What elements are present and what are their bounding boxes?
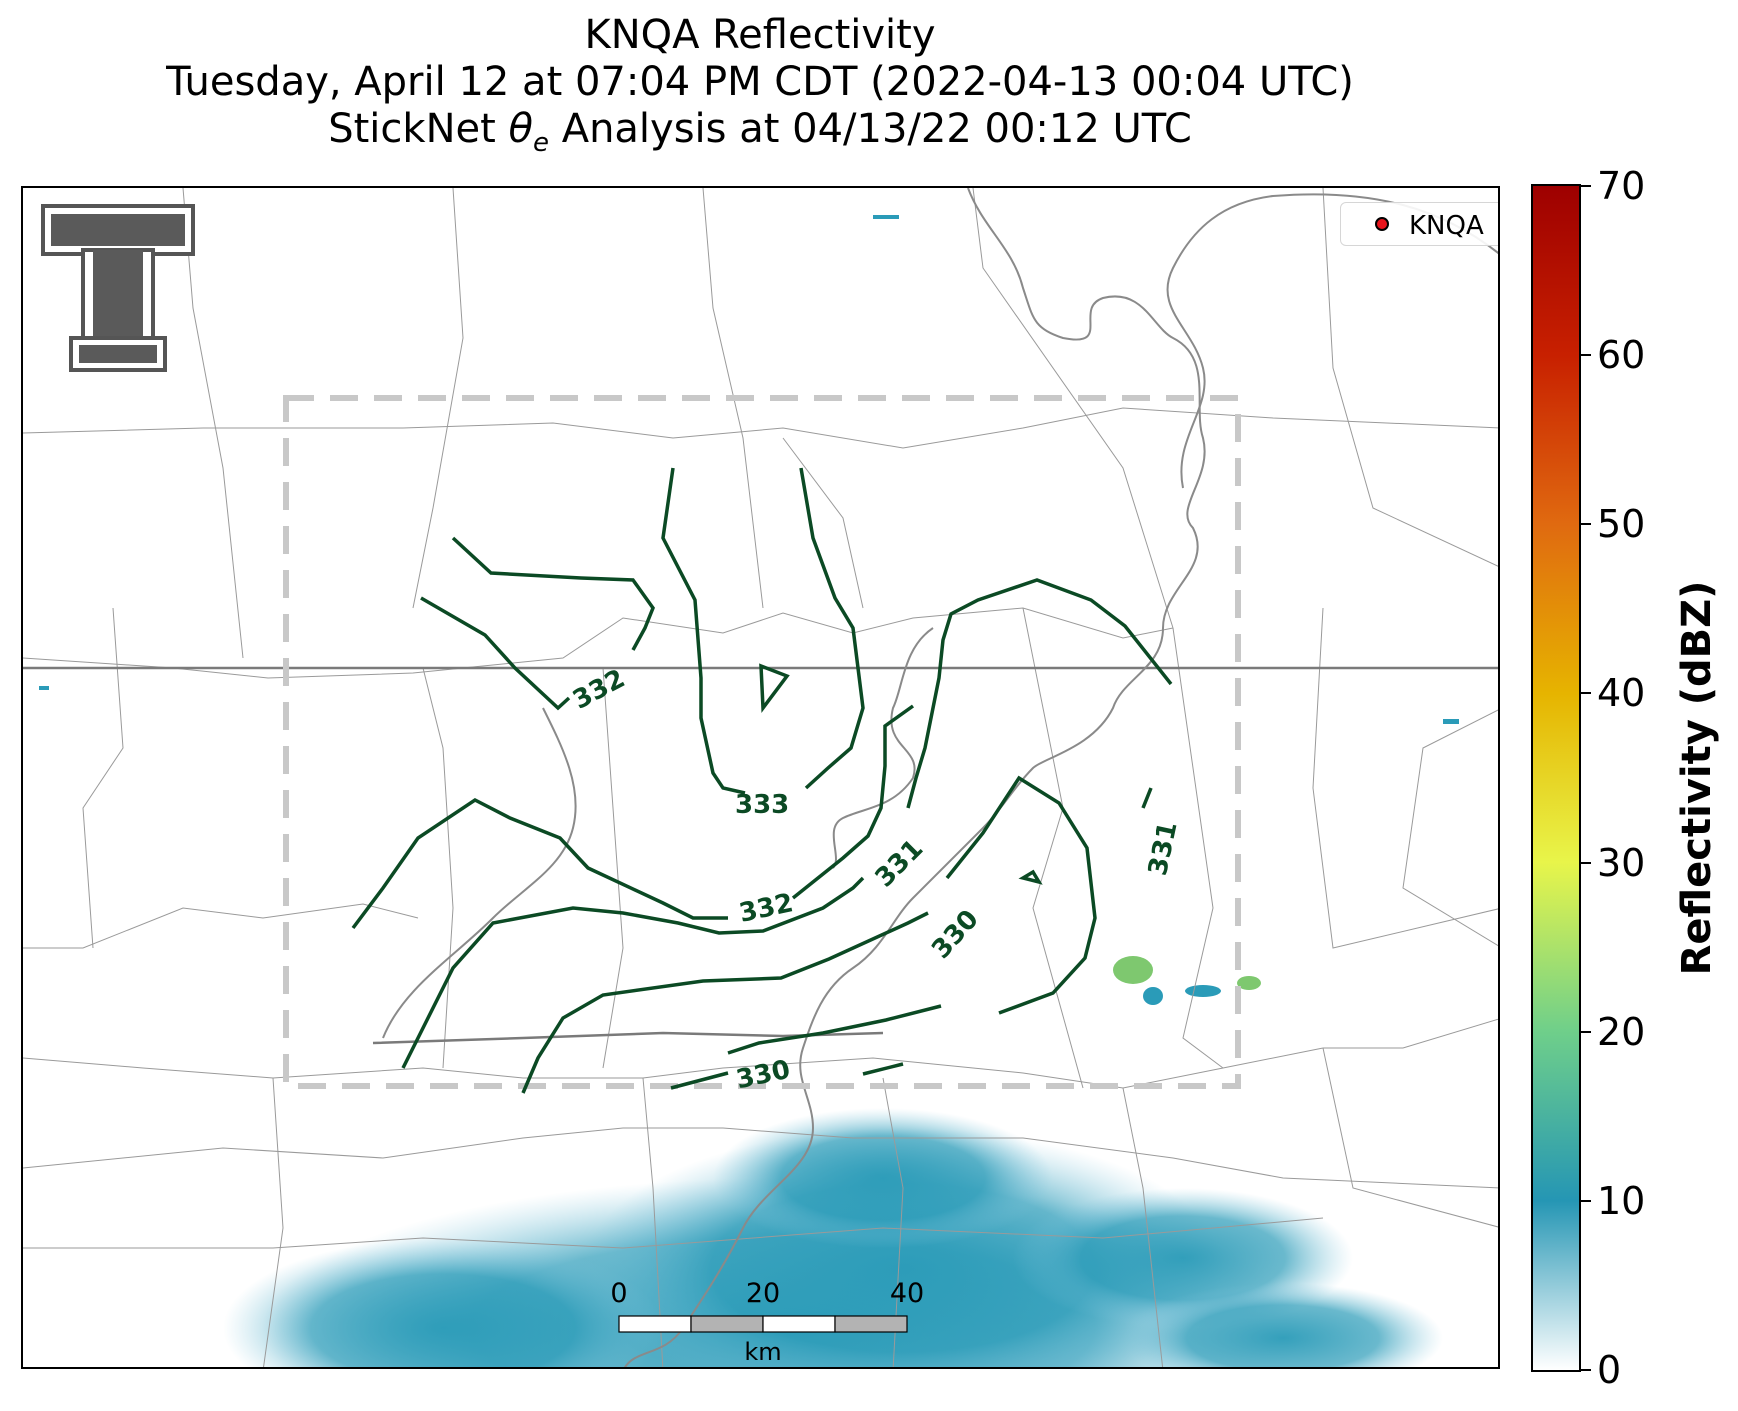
contour-label-330a: 330 — [926, 904, 985, 964]
theta-symbol: θ — [508, 106, 533, 152]
state-borders — [23, 666, 1498, 1045]
colorbar-tick-mark — [1581, 354, 1591, 357]
title-analysis-prefix: StickNet — [328, 106, 509, 152]
logo-foot-inner — [79, 345, 157, 363]
scale-seg-3 — [762, 1315, 836, 1333]
colorbar-tick-mark — [1581, 523, 1591, 526]
radar-site-marker — [1375, 217, 1389, 231]
contour-332-south — [351, 797, 728, 930]
contour-label-332a: 332 — [568, 664, 630, 716]
echo-cell-4 — [1237, 976, 1261, 990]
colorbar-tick-label: 30 — [1597, 840, 1646, 885]
colorbar-tick-label: 50 — [1597, 502, 1646, 547]
colorbar-tick-mark — [1581, 1030, 1591, 1033]
contour-label-330b: 330 — [734, 1055, 793, 1096]
colorbar-tick-mark — [1581, 861, 1591, 864]
contour-331 — [401, 876, 865, 1069]
contour-331-east — [1141, 787, 1153, 809]
contour-330-c — [727, 1004, 942, 1055]
contour-331-b — [906, 578, 1173, 809]
colorbar-tick-label: 70 — [1597, 164, 1646, 208]
scale-bar — [618, 1315, 908, 1333]
echo-speck-3 — [39, 686, 49, 690]
contour-label-333: 333 — [735, 790, 789, 820]
reflectivity-echoes — [39, 215, 1459, 1367]
river-west — [832, 627, 934, 869]
river-kaskaskia — [1166, 193, 1498, 489]
colorbar-tick-mark — [1581, 692, 1591, 695]
colorbar-tick-label: 40 — [1597, 671, 1646, 716]
echo-cell-2 — [1143, 987, 1163, 1005]
title-analysis-suffix: Analysis at 04/13/22 00:12 UTC — [548, 106, 1192, 152]
colorbar-tick-label: 10 — [1597, 1178, 1646, 1223]
contour-332-north-b — [420, 596, 571, 711]
contour-333 — [661, 467, 746, 795]
echo-speck-1 — [873, 215, 899, 219]
theta-e-contours — [351, 467, 1173, 1094]
map-panel[interactable]: 332 333 332 331 330 331 330 KNQA 0 — [21, 186, 1500, 1369]
echo-field-north — [713, 1108, 1053, 1248]
contour-333-b — [799, 467, 865, 790]
contour-label-331b: 331 — [1143, 819, 1184, 878]
texas-tech-logo — [41, 204, 195, 372]
colorbar-tick-mark — [1581, 1199, 1591, 1202]
map-legend: KNQA — [1340, 202, 1498, 246]
title-time: Tuesday, April 12 at 07:04 PM CDT (2022-… — [166, 59, 1354, 105]
contour-330-e — [862, 1062, 904, 1076]
echo-cell-1 — [1113, 956, 1153, 984]
analysis-domain-box — [283, 395, 1241, 1089]
river-local — [382, 707, 577, 1039]
contour-330-a — [521, 911, 929, 1094]
map-canvas: 332 333 332 331 330 331 330 — [23, 188, 1498, 1367]
echo-field-west — [223, 1238, 663, 1367]
scale-seg-1 — [618, 1315, 692, 1333]
colorbar-tick-label: 60 — [1597, 333, 1646, 378]
river-mississippi — [624, 188, 1206, 1367]
reflectivity-colorbar — [1531, 184, 1581, 1372]
figure-title: KNQA Reflectivity Tuesday, April 12 at 0… — [0, 12, 1520, 167]
scale-seg-2 — [690, 1315, 764, 1333]
colorbar-title: Reflectivity (dBZ) — [1674, 580, 1720, 976]
echo-cell-3 — [1185, 985, 1221, 997]
scale-label-20: 20 — [745, 1278, 781, 1309]
title-radar: KNQA Reflectivity — [584, 12, 936, 58]
contour-diamond — [759, 663, 790, 713]
contour-330-d — [670, 1071, 729, 1090]
contour-332-north — [451, 536, 655, 651]
scale-label-0: 0 — [610, 1278, 628, 1309]
rivers — [382, 188, 1498, 1367]
scale-unit: km — [744, 1338, 782, 1366]
title-analysis: StickNet θe Analysis at 04/13/22 00:12 U… — [0, 106, 1520, 167]
contour-330-small — [1018, 869, 1043, 885]
theta-subscript: e — [532, 128, 549, 158]
contour-330-b — [945, 775, 1097, 1015]
contour-332-south-b — [791, 704, 915, 900]
contour-label-331a: 331 — [870, 834, 930, 894]
logo-top-bar-inner — [51, 214, 185, 246]
colorbar-tick-mark — [1581, 1369, 1591, 1371]
echo-speck-2 — [1443, 719, 1459, 724]
scale-seg-4 — [834, 1315, 908, 1333]
colorbar-tick-label: 0 — [1597, 1348, 1622, 1392]
colorbar-tick-label: 20 — [1597, 1009, 1646, 1054]
legend-label: KNQA — [1409, 211, 1484, 241]
scale-label-40: 40 — [889, 1278, 925, 1309]
colorbar-tick-mark — [1581, 185, 1591, 187]
echo-field-southeast — [1123, 1283, 1443, 1367]
